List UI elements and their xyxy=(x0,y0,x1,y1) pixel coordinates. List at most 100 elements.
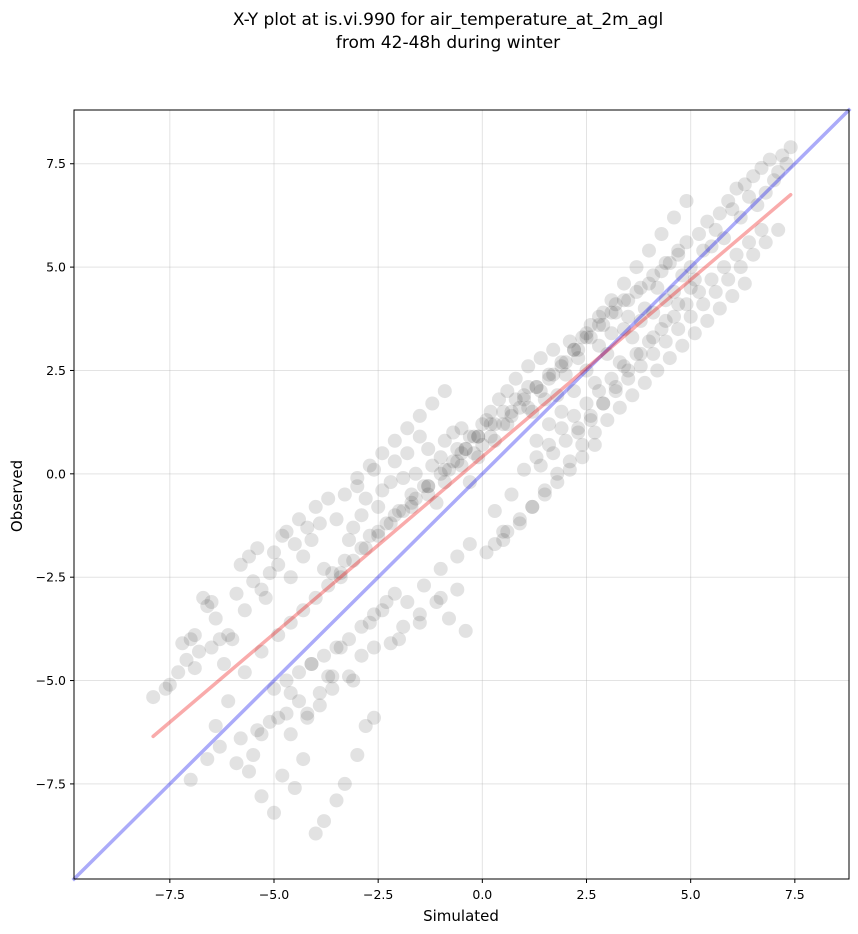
y-tick-label: −2.5 xyxy=(36,570,66,585)
data-point xyxy=(383,636,398,651)
data-point xyxy=(287,781,302,795)
data-point xyxy=(412,607,427,622)
data-point xyxy=(562,462,577,477)
data-point xyxy=(517,462,531,477)
data-point xyxy=(700,313,715,328)
data-point xyxy=(300,710,315,725)
data-point xyxy=(287,537,302,552)
data-point xyxy=(308,499,323,514)
data-point xyxy=(658,334,673,349)
data-point xyxy=(525,499,540,514)
data-point xyxy=(329,793,344,808)
data-point xyxy=(333,640,348,655)
data-point xyxy=(500,417,515,432)
data-point xyxy=(646,346,661,361)
data-point xyxy=(433,561,448,576)
data-point xyxy=(546,342,561,357)
data-point xyxy=(508,392,523,407)
data-point xyxy=(758,185,773,200)
data-point xyxy=(767,173,781,188)
data-point xyxy=(429,495,444,510)
data-point xyxy=(258,590,273,605)
data-point xyxy=(367,710,381,725)
data-point xyxy=(354,508,369,523)
data-point xyxy=(225,632,240,647)
data-point xyxy=(192,644,206,659)
x-tick-label: −7.5 xyxy=(155,887,185,902)
data-point xyxy=(362,458,377,473)
data-point xyxy=(637,375,652,390)
data-point xyxy=(267,681,281,696)
data-point xyxy=(496,524,511,539)
x-tick-label: −2.5 xyxy=(363,887,393,902)
data-point xyxy=(408,491,423,506)
data-point xyxy=(279,524,294,539)
data-point xyxy=(321,491,336,506)
data-point xyxy=(421,479,436,494)
data-point xyxy=(762,152,777,167)
data-point xyxy=(671,243,686,258)
data-point xyxy=(387,433,402,448)
data-point xyxy=(292,665,306,680)
data-point xyxy=(471,429,486,444)
data-point xyxy=(346,553,361,568)
data-point xyxy=(387,454,402,469)
y-tick-label: 5.0 xyxy=(46,260,66,275)
data-point xyxy=(712,301,727,316)
data-point xyxy=(529,450,544,465)
data-point xyxy=(362,528,377,543)
data-point xyxy=(342,632,356,647)
data-point xyxy=(483,429,498,444)
data-point xyxy=(496,533,511,547)
data-point xyxy=(404,487,419,502)
data-point xyxy=(617,293,631,308)
data-point xyxy=(721,194,736,208)
data-point xyxy=(600,413,615,428)
data-point xyxy=(512,516,527,531)
data-point xyxy=(296,549,311,564)
data-point xyxy=(487,537,502,552)
data-point xyxy=(146,690,161,705)
data-point xyxy=(442,611,456,626)
data-point xyxy=(550,388,565,403)
data-point xyxy=(383,516,398,531)
data-point xyxy=(367,607,381,622)
data-point xyxy=(221,694,236,709)
data-point xyxy=(633,280,648,295)
x-axis-ticks: −7.5 −5.0 −2.5 0.0 2.5 5.0 7.5 xyxy=(155,879,805,902)
data-point xyxy=(633,313,648,328)
data-point xyxy=(633,359,648,374)
data-point xyxy=(750,198,765,213)
data-point xyxy=(329,512,344,527)
data-point xyxy=(646,330,661,345)
data-point xyxy=(683,280,698,295)
data-point xyxy=(654,227,669,241)
data-point xyxy=(183,632,198,647)
data-point xyxy=(183,772,198,787)
data-point xyxy=(425,458,440,473)
data-point xyxy=(487,433,502,448)
data-point xyxy=(375,446,390,461)
data-point xyxy=(662,256,677,270)
data-point xyxy=(725,202,740,217)
data-point xyxy=(325,566,340,581)
y-axis-label: Observed xyxy=(8,460,26,532)
data-point xyxy=(279,706,294,721)
data-point xyxy=(242,549,256,564)
data-point xyxy=(496,417,511,432)
chart-title-line2: from 42-48h during winter xyxy=(336,33,560,53)
data-point xyxy=(375,483,390,498)
data-point xyxy=(717,260,731,275)
data-point xyxy=(450,549,465,564)
data-point xyxy=(625,330,640,345)
data-point xyxy=(425,396,440,411)
x-tick-label: 7.5 xyxy=(785,887,805,902)
data-point xyxy=(450,454,465,469)
data-point xyxy=(571,351,586,366)
data-point xyxy=(246,574,261,589)
data-point xyxy=(554,359,569,374)
data-point xyxy=(671,297,686,312)
data-point xyxy=(371,524,386,539)
data-point xyxy=(604,305,619,320)
data-point xyxy=(458,442,473,456)
